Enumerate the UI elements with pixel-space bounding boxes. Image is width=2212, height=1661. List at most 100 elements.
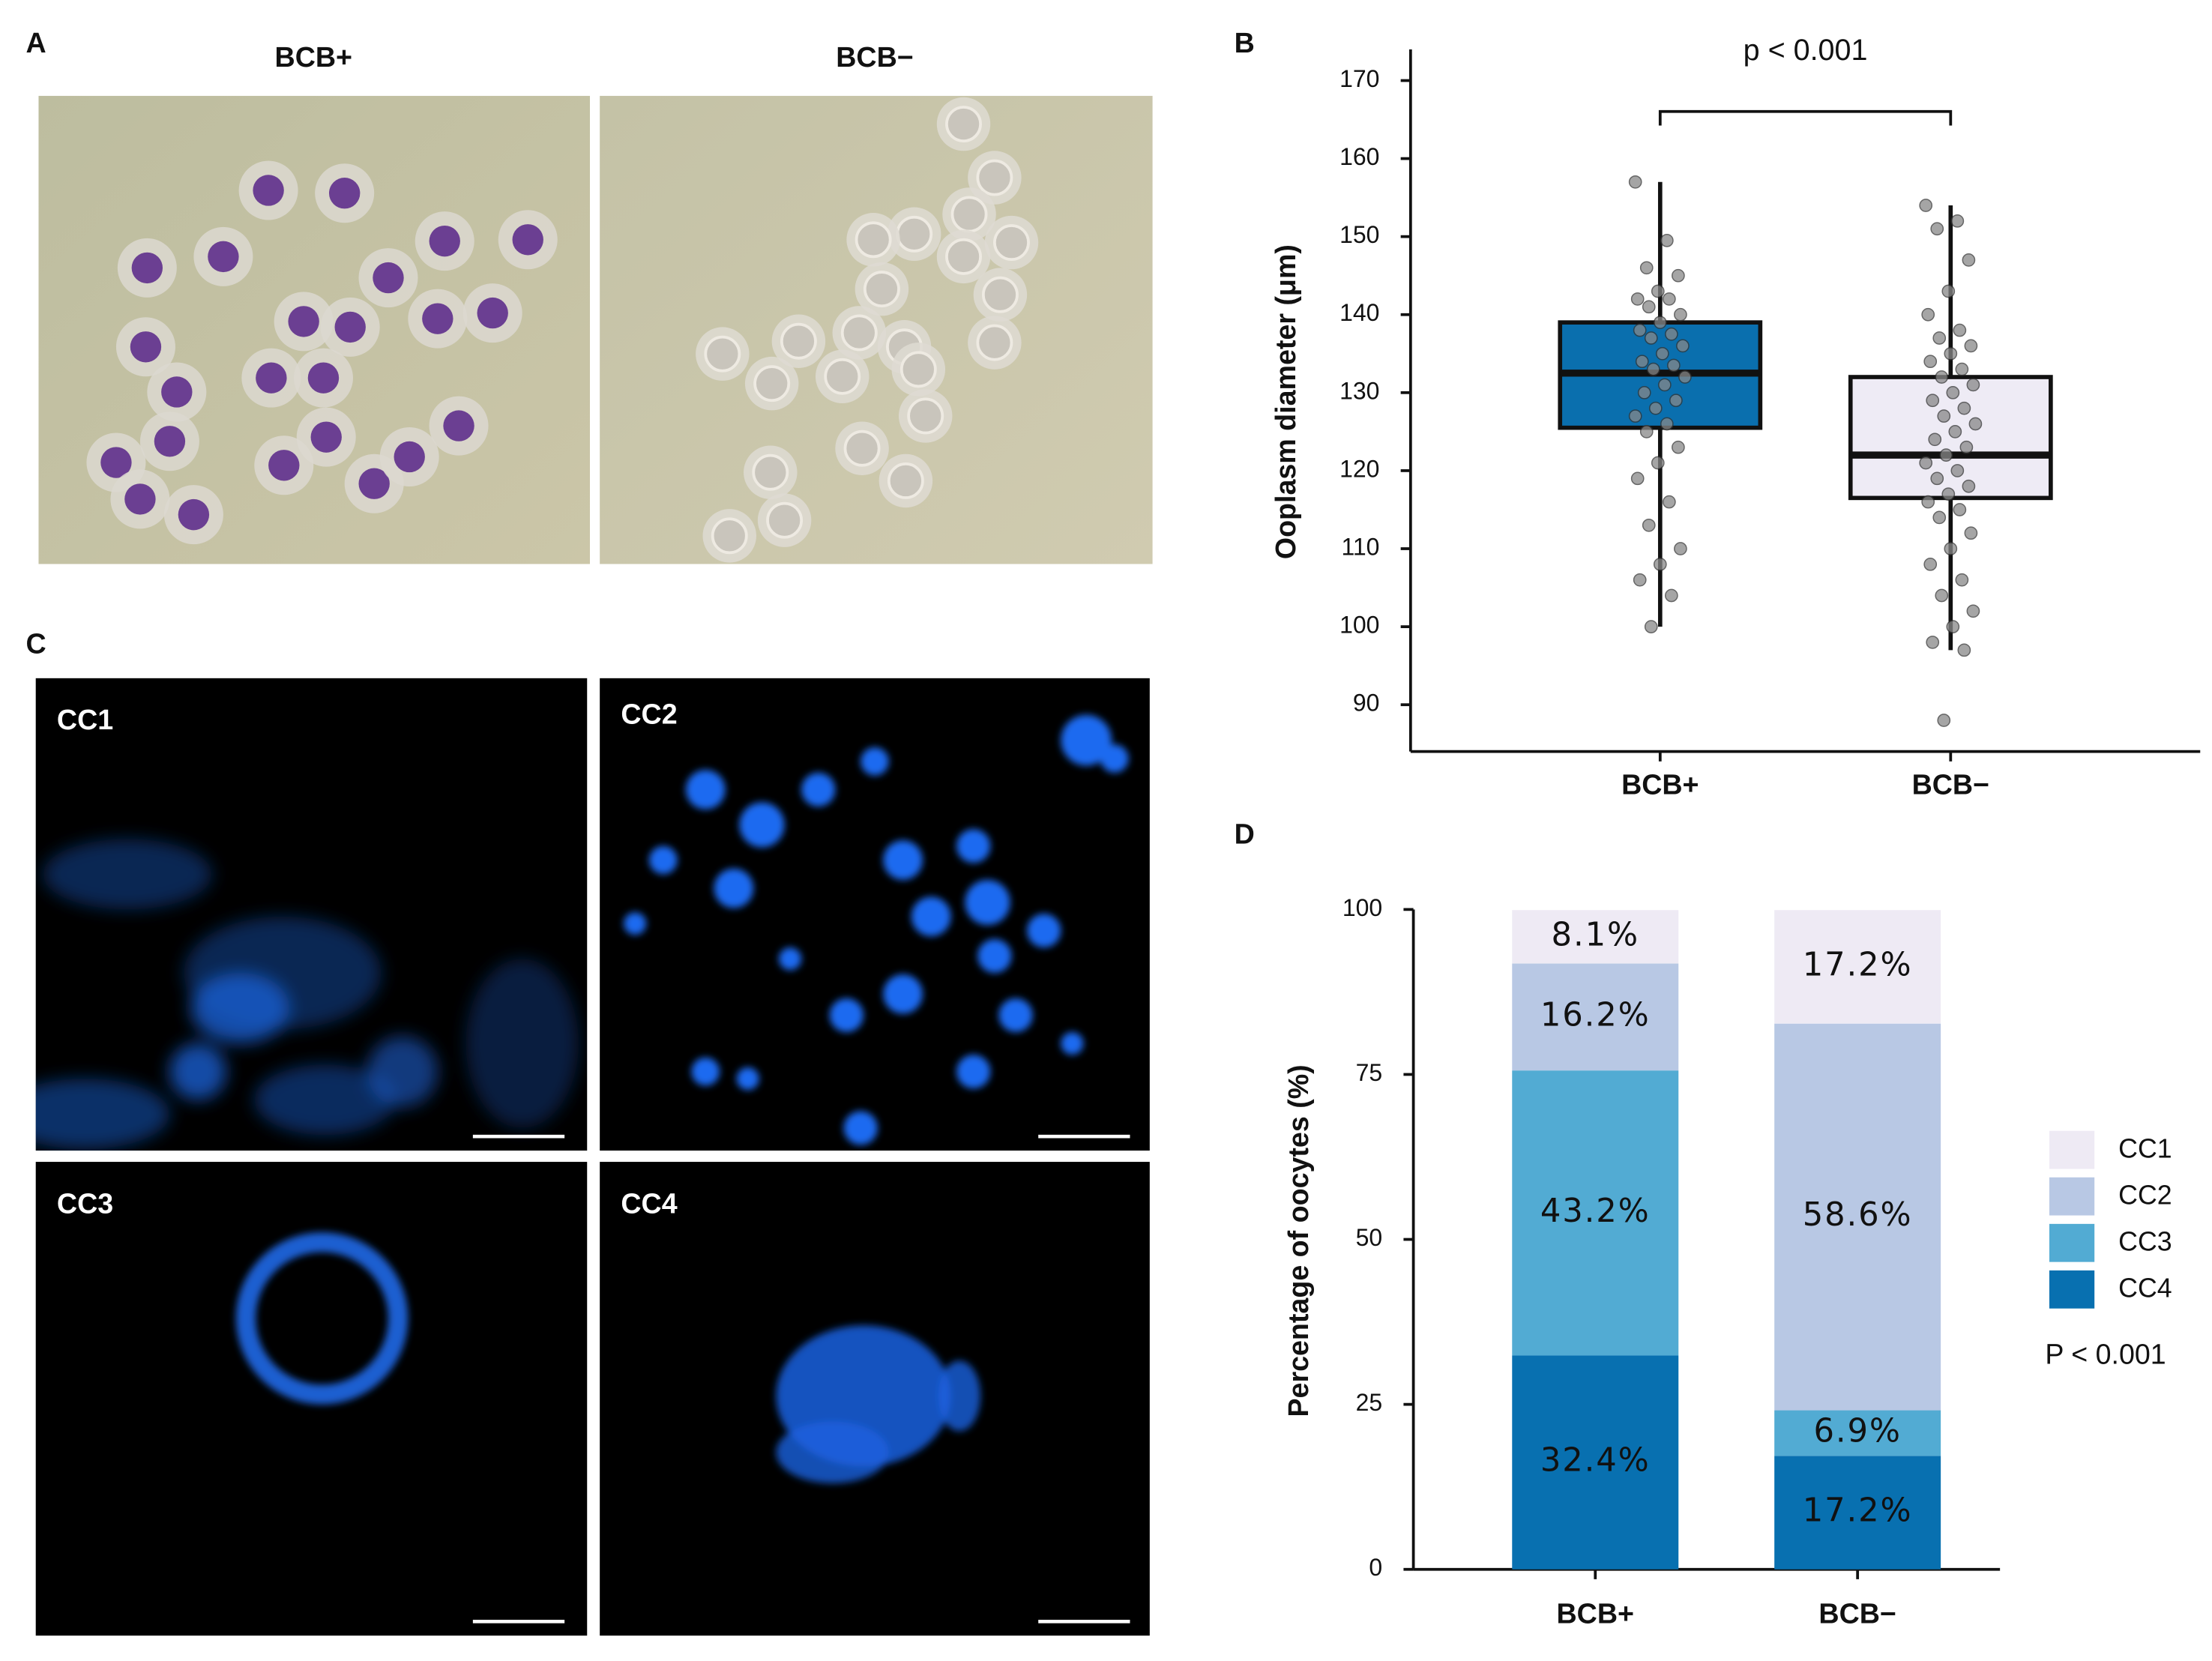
value-label: 6.9% bbox=[1813, 1412, 1901, 1450]
oocyte bbox=[753, 365, 791, 403]
data-point bbox=[1962, 479, 1976, 493]
image-title: BCB+ bbox=[275, 41, 352, 73]
data-point bbox=[1660, 417, 1674, 431]
oocyte bbox=[855, 221, 892, 259]
data-point bbox=[1662, 495, 1676, 509]
data-point bbox=[1944, 346, 1958, 361]
data-point bbox=[1653, 316, 1667, 329]
y-tick-label: 170 bbox=[1339, 65, 1379, 92]
data-point bbox=[1921, 307, 1935, 322]
data-point bbox=[1639, 261, 1654, 275]
oocyte bbox=[711, 517, 748, 555]
value-label: 17.2% bbox=[1803, 1492, 1913, 1530]
panel-label: C bbox=[26, 628, 46, 660]
data-point bbox=[1635, 355, 1649, 369]
y-tick-label: 130 bbox=[1339, 377, 1379, 404]
oocyte bbox=[307, 362, 340, 394]
data-point bbox=[1926, 394, 1940, 408]
oocyte bbox=[310, 421, 342, 453]
oocyte bbox=[178, 498, 210, 531]
data-point bbox=[1926, 636, 1940, 649]
panel-label: B bbox=[1235, 27, 1255, 58]
legend-label: CC1 bbox=[2118, 1133, 2172, 1163]
data-point bbox=[1946, 385, 1960, 400]
oocyte bbox=[256, 362, 287, 394]
data-point bbox=[1662, 292, 1676, 306]
oocyte bbox=[981, 276, 1019, 313]
data-point bbox=[1964, 339, 1978, 353]
oocyte bbox=[843, 429, 881, 467]
data-point bbox=[1919, 456, 1933, 470]
x-tick-label: BCB− bbox=[1818, 1598, 1896, 1630]
data-point bbox=[1919, 199, 1933, 212]
value-label: 58.6% bbox=[1803, 1196, 1913, 1234]
data-point bbox=[1678, 370, 1692, 384]
significance-bracket bbox=[1658, 109, 1953, 126]
legend-label: CC4 bbox=[2118, 1273, 2172, 1303]
oocyte bbox=[253, 175, 284, 206]
oocyte bbox=[976, 324, 1013, 361]
data-point bbox=[1655, 346, 1669, 361]
data-point bbox=[1637, 385, 1651, 400]
data-point bbox=[1928, 432, 1942, 447]
data-point bbox=[1639, 425, 1654, 438]
data-point bbox=[1660, 234, 1674, 247]
oocyte bbox=[907, 397, 944, 435]
x-tick-label: BCB+ bbox=[1557, 1598, 1634, 1630]
data-point bbox=[1642, 518, 1656, 532]
data-point bbox=[1648, 401, 1663, 415]
y-tick-label: 100 bbox=[1339, 612, 1379, 639]
oocyte bbox=[100, 447, 132, 478]
image-title: CC3 bbox=[57, 1187, 113, 1219]
image-title: CC4 bbox=[621, 1187, 677, 1219]
data-point bbox=[1672, 268, 1685, 283]
data-point bbox=[1923, 355, 1938, 369]
data-point bbox=[1628, 175, 1642, 189]
oocyte bbox=[512, 224, 543, 256]
oocyte bbox=[477, 297, 508, 329]
value-label: 16.2% bbox=[1540, 996, 1651, 1034]
oocyte bbox=[780, 322, 817, 360]
y-tick-label: 0 bbox=[1369, 1554, 1382, 1581]
oocyte bbox=[945, 238, 982, 275]
data-point bbox=[1948, 425, 1962, 438]
data-point bbox=[1950, 214, 1965, 228]
data-point bbox=[1966, 378, 1980, 392]
y-tick-label: 90 bbox=[1353, 690, 1380, 717]
data-point bbox=[1932, 510, 1947, 525]
data-point bbox=[1644, 331, 1658, 345]
oocyte bbox=[950, 196, 988, 233]
y-tick-label: 100 bbox=[1342, 894, 1382, 921]
data-point bbox=[1628, 409, 1642, 423]
data-point bbox=[1959, 440, 1974, 454]
oocyte bbox=[373, 262, 404, 294]
oocytes bbox=[86, 160, 558, 545]
data-point bbox=[1946, 620, 1960, 633]
oocyte bbox=[208, 241, 239, 273]
oocyte bbox=[976, 159, 1013, 196]
annotation: P < 0.001 bbox=[2045, 1339, 2166, 1370]
data-point bbox=[1657, 378, 1672, 392]
bar-segment bbox=[1774, 1456, 1941, 1570]
data-point bbox=[1939, 448, 1953, 462]
y-tick-label: 140 bbox=[1339, 299, 1379, 326]
bar-segment bbox=[1512, 1070, 1679, 1356]
data-point bbox=[1935, 588, 1949, 603]
legend-swatch bbox=[2049, 1177, 2095, 1216]
data-point bbox=[1672, 440, 1685, 454]
data-point bbox=[1630, 292, 1645, 306]
y-tick-label: 110 bbox=[1341, 533, 1379, 560]
data-point bbox=[1653, 557, 1667, 571]
scale-bars bbox=[472, 1134, 1130, 1624]
data-point bbox=[1950, 464, 1965, 477]
oocyte bbox=[863, 271, 900, 308]
legend-swatch bbox=[2049, 1270, 2095, 1309]
data-point bbox=[1966, 604, 1980, 618]
oocyte bbox=[443, 410, 474, 441]
y-tick-label: 25 bbox=[1356, 1389, 1383, 1416]
cell-stain bbox=[624, 714, 1129, 1145]
data-point bbox=[1651, 456, 1665, 470]
panel-label: A bbox=[26, 27, 46, 58]
